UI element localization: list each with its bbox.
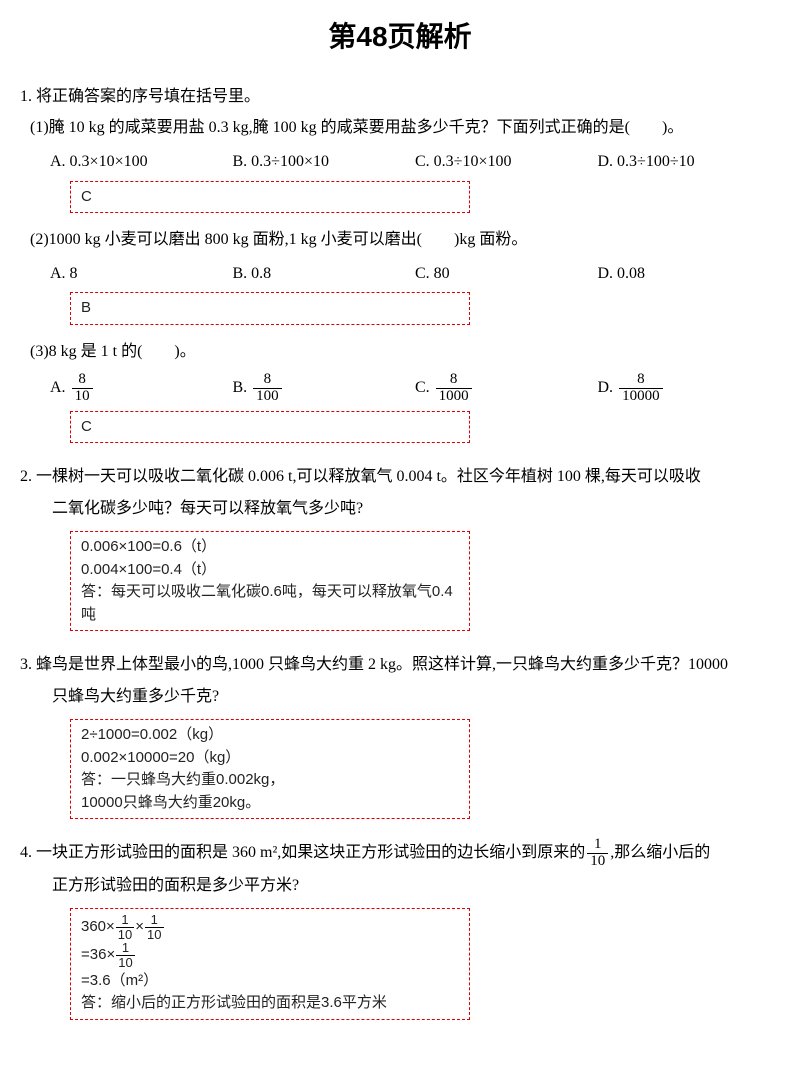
q1-3-stem: (3)8 kg 是 1 t 的( )。 <box>20 335 780 369</box>
numerator: 1 <box>116 941 134 956</box>
denominator: 10 <box>72 389 93 405</box>
q1-1-opt-b: B. 0.3÷100×10 <box>233 149 416 175</box>
q4-line2: 正方形试验田的面积是多少平方米? <box>20 877 299 894</box>
question-1: 1. 将正确答案的序号填在括号里。 (1)腌 10 kg 的咸菜要用盐 0.3 … <box>0 80 800 456</box>
opt-prefix: D. <box>598 379 618 396</box>
numerator: 8 <box>436 372 472 389</box>
q1-stem: 1. 将正确答案的序号填在括号里。 <box>20 82 780 112</box>
numerator: 8 <box>72 372 93 389</box>
text: =36× <box>81 946 115 963</box>
denominator: 10 <box>116 956 134 970</box>
fraction: 110 <box>116 941 134 969</box>
q2-answer: 0.006×100=0.6（t） 0.004×100=0.4（t） 答：每天可以… <box>70 531 470 631</box>
q2-ans-l1: 0.006×100=0.6（t） <box>81 536 459 559</box>
question-3: 3. 蜂鸟是世界上体型最小的鸟,1000 只蜂鸟大约重 2 kg。照这样计算,一… <box>0 643 800 831</box>
q2-line1: 2. 一棵树一天可以吸收二氧化碳 0.006 t,可以释放氧气 0.004 t。… <box>20 468 701 485</box>
denominator: 100 <box>253 389 282 405</box>
q4-ans-l1: 360×110×110 <box>81 913 459 941</box>
text: × <box>135 918 144 935</box>
q1-3-opt-b: B. 8 100 <box>233 372 416 405</box>
fraction: 8 1000 <box>436 372 472 405</box>
q1-2-stem: (2)1000 kg 小麦可以磨出 800 kg 面粉,1 kg 小麦可以磨出(… <box>20 223 780 257</box>
numerator: 1 <box>116 913 134 928</box>
q1-3-answer: C <box>70 411 470 444</box>
q3-ans-l3: 答：一只蜂鸟大约重0.002kg， <box>81 769 459 792</box>
fraction: 8 100 <box>253 372 282 405</box>
opt-prefix: A. <box>50 379 70 396</box>
question-4: 4. 一块正方形试验田的面积是 360 m²,如果这块正方形试验田的边长缩小到原… <box>0 831 800 1031</box>
denominator: 10 <box>116 928 134 942</box>
fraction: 110 <box>587 837 608 870</box>
q2-ans-l3: 答：每天可以吸收二氧化碳0.6吨，每天可以释放氧气0.4吨 <box>81 581 459 626</box>
q1-3-opt-d: D. 8 10000 <box>598 372 781 405</box>
q2-stem: 2. 一棵树一天可以吸收二氧化碳 0.006 t,可以释放氧气 0.004 t。… <box>20 457 780 529</box>
page-title: 第48页解析 <box>0 0 800 80</box>
q1-2-options: A. 8 B. 0.8 C. 80 D. 0.08 <box>20 257 780 291</box>
q3-ans-l2: 0.002×10000=20（kg） <box>81 747 459 770</box>
q4-line1a: 4. 一块正方形试验田的面积是 360 m²,如果这块正方形试验田的边长缩小到原… <box>20 844 585 861</box>
numerator: 1 <box>587 837 608 854</box>
q1-1-opt-c: C. 0.3÷10×100 <box>415 149 598 175</box>
numerator: 8 <box>619 372 663 389</box>
opt-prefix: B. <box>233 379 252 396</box>
q1-2-opt-c: C. 80 <box>415 261 598 287</box>
q4-stem: 4. 一块正方形试验田的面积是 360 m²,如果这块正方形试验田的边长缩小到原… <box>20 833 780 906</box>
q1-1-answer: C <box>70 181 470 214</box>
q3-stem: 3. 蜂鸟是世界上体型最小的鸟,1000 只蜂鸟大约重 2 kg。照这样计算,一… <box>20 645 780 717</box>
q3-answer: 2÷1000=0.002（kg） 0.002×10000=20（kg） 答：一只… <box>70 719 470 819</box>
q3-ans-l1: 2÷1000=0.002（kg） <box>81 724 459 747</box>
numerator: 1 <box>145 913 163 928</box>
q4-ans-l3: =3.6（m²） <box>81 970 459 993</box>
fraction: 110 <box>116 913 134 941</box>
q4-ans-l4: 答：缩小后的正方形试验田的面积是3.6平方米 <box>81 992 459 1015</box>
text: 360× <box>81 918 115 935</box>
q1-2-opt-d: D. 0.08 <box>598 261 781 287</box>
q1-1-options: A. 0.3×10×100 B. 0.3÷100×10 C. 0.3÷10×10… <box>20 145 780 179</box>
fraction: 8 10 <box>72 372 93 405</box>
q1-3-opt-c: C. 8 1000 <box>415 372 598 405</box>
numerator: 8 <box>253 372 282 389</box>
q1-2-answer: B <box>70 292 470 325</box>
q2-line2: 二氧化碳多少吨？每天可以释放氧气多少吨? <box>20 500 363 517</box>
q1-1-opt-d: D. 0.3÷100÷10 <box>598 149 781 175</box>
denominator: 1000 <box>436 389 472 405</box>
q1-1-opt-a: A. 0.3×10×100 <box>50 149 233 175</box>
q1-3-opt-a: A. 8 10 <box>50 372 233 405</box>
q4-answer: 360×110×110 =36×110 =3.6（m²） 答：缩小后的正方形试验… <box>70 908 470 1020</box>
q1-2-opt-b: B. 0.8 <box>233 261 416 287</box>
q1-1-stem: (1)腌 10 kg 的咸菜要用盐 0.3 kg,腌 100 kg 的咸菜要用盐… <box>20 111 780 145</box>
q2-ans-l2: 0.004×100=0.4（t） <box>81 559 459 582</box>
q1-3-options: A. 8 10 B. 8 100 C. 8 1000 D. 8 <box>20 368 780 409</box>
question-2: 2. 一棵树一天可以吸收二氧化碳 0.006 t,可以释放氧气 0.004 t。… <box>0 455 800 643</box>
denominator: 10 <box>145 928 163 942</box>
denominator: 10000 <box>619 389 663 405</box>
denominator: 10 <box>587 854 608 870</box>
opt-prefix: C. <box>415 379 434 396</box>
fraction: 8 10000 <box>619 372 663 405</box>
q3-line2: 只蜂鸟大约重多少千克? <box>20 688 219 705</box>
q3-line1: 3. 蜂鸟是世界上体型最小的鸟,1000 只蜂鸟大约重 2 kg。照这样计算,一… <box>20 656 728 673</box>
q3-ans-l4: 10000只蜂鸟大约重20kg。 <box>81 792 459 815</box>
q4-ans-l2: =36×110 <box>81 941 459 969</box>
fraction: 110 <box>145 913 163 941</box>
q4-line1b: ,那么缩小后的 <box>610 844 710 861</box>
q1-2-opt-a: A. 8 <box>50 261 233 287</box>
